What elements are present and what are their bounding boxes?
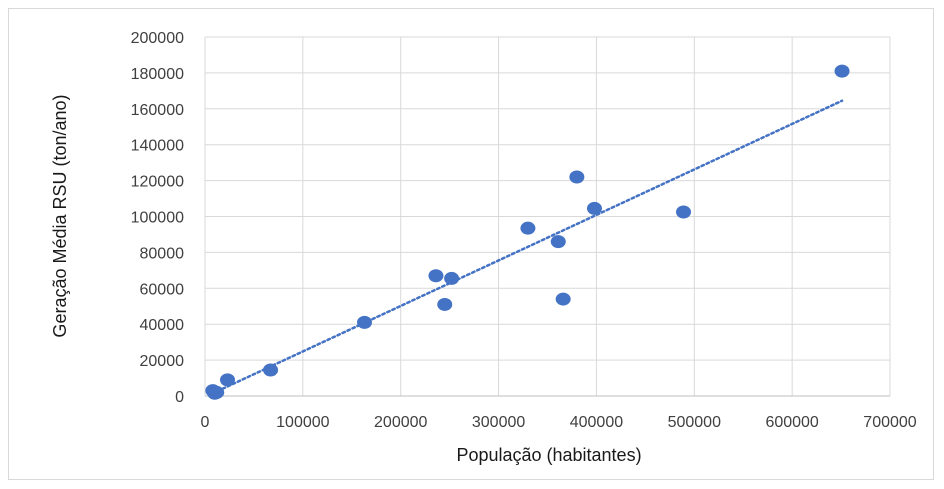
x-tick-labels: 0 100000 200000 300000 400000 500000 600000 700… — [201, 414, 917, 431]
y-tick-label: 80000 — [140, 245, 185, 262]
y-tick-label: 160000 — [131, 102, 184, 119]
y-tick-label: 200000 — [131, 30, 184, 47]
data-point — [676, 205, 692, 219]
y-tick-label: 0 — [175, 389, 184, 406]
grid — [204, 36, 891, 397]
x-tick-label: 100000 — [276, 414, 329, 431]
data-point — [428, 269, 444, 283]
y-tick-label: 120000 — [131, 174, 184, 191]
y-tick-label: 100000 — [131, 210, 184, 227]
x-tick-label: 0 — [201, 414, 210, 431]
y-tick-labels: 0 20000 40000 60000 80000 100000 120000 140000 1… — [131, 30, 184, 406]
y-axis-title: Geração Média RSU (ton/ano) — [50, 94, 70, 337]
data-point — [209, 385, 225, 399]
y-tick-label: 140000 — [131, 138, 184, 155]
y-tick-label: 60000 — [140, 281, 185, 298]
x-tick-label: 600000 — [765, 414, 818, 431]
data-point — [569, 170, 585, 184]
trendline — [211, 99, 844, 395]
x-axis-title: População (habitantes) — [456, 445, 641, 465]
data-point — [357, 315, 373, 329]
x-tick-label: 200000 — [374, 414, 427, 431]
data-point — [586, 201, 602, 215]
data-points — [205, 64, 850, 400]
chart-frame — [8, 8, 934, 480]
y-tick-label: 20000 — [140, 353, 185, 370]
x-tick-label: 500000 — [668, 414, 721, 431]
data-point — [263, 363, 279, 377]
y-tick-label: 180000 — [131, 66, 184, 83]
data-point — [834, 64, 850, 78]
data-point — [550, 235, 566, 249]
x-tick-label: 400000 — [570, 414, 623, 431]
data-point — [520, 221, 536, 235]
x-tick-label: 300000 — [472, 414, 525, 431]
data-point — [437, 297, 453, 311]
data-point — [555, 292, 571, 306]
data-point — [220, 373, 236, 387]
trendline-group — [211, 99, 844, 395]
x-tick-label: 700000 — [863, 414, 916, 431]
data-point — [444, 271, 460, 285]
y-tick-label: 40000 — [140, 317, 185, 334]
